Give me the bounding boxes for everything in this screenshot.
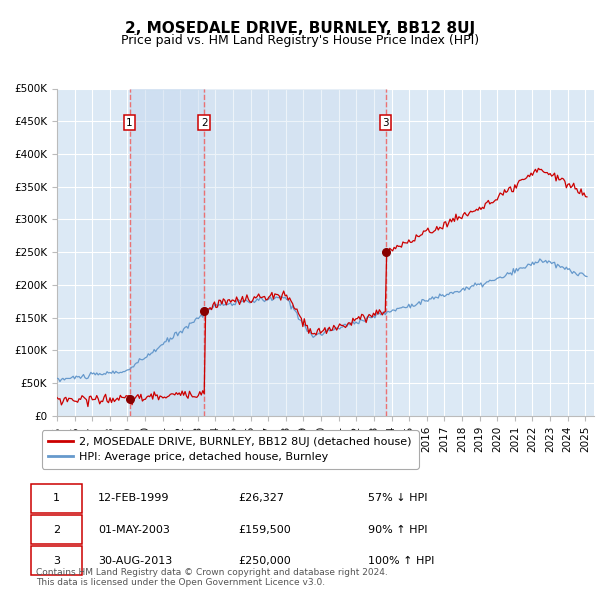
Text: 90% ↑ HPI: 90% ↑ HPI <box>368 525 428 535</box>
Text: 100% ↑ HPI: 100% ↑ HPI <box>368 556 434 566</box>
Text: 57% ↓ HPI: 57% ↓ HPI <box>368 493 428 503</box>
Bar <box>130 88 205 416</box>
Text: 2, MOSEDALE DRIVE, BURNLEY, BB12 8UJ: 2, MOSEDALE DRIVE, BURNLEY, BB12 8UJ <box>125 21 475 35</box>
Text: 01-MAY-2003: 01-MAY-2003 <box>98 525 170 535</box>
Text: Contains HM Land Registry data © Crown copyright and database right 2024.
This d: Contains HM Land Registry data © Crown c… <box>36 568 388 587</box>
Text: 2: 2 <box>201 118 208 128</box>
Text: £250,000: £250,000 <box>239 556 291 566</box>
Text: £159,500: £159,500 <box>239 525 291 535</box>
FancyBboxPatch shape <box>31 515 82 544</box>
Text: 3: 3 <box>53 556 60 566</box>
Legend: 2, MOSEDALE DRIVE, BURNLEY, BB12 8UJ (detached house), HPI: Average price, detac: 2, MOSEDALE DRIVE, BURNLEY, BB12 8UJ (de… <box>41 430 419 468</box>
Text: 2: 2 <box>53 525 60 535</box>
Text: 3: 3 <box>382 118 389 128</box>
Bar <box>205 88 386 416</box>
Text: £26,327: £26,327 <box>239 493 284 503</box>
Text: 1: 1 <box>126 118 133 128</box>
FancyBboxPatch shape <box>31 484 82 513</box>
FancyBboxPatch shape <box>31 546 82 575</box>
Text: 1: 1 <box>53 493 60 503</box>
Text: 30-AUG-2013: 30-AUG-2013 <box>98 556 172 566</box>
Text: Price paid vs. HM Land Registry's House Price Index (HPI): Price paid vs. HM Land Registry's House … <box>121 34 479 47</box>
Text: 12-FEB-1999: 12-FEB-1999 <box>98 493 170 503</box>
